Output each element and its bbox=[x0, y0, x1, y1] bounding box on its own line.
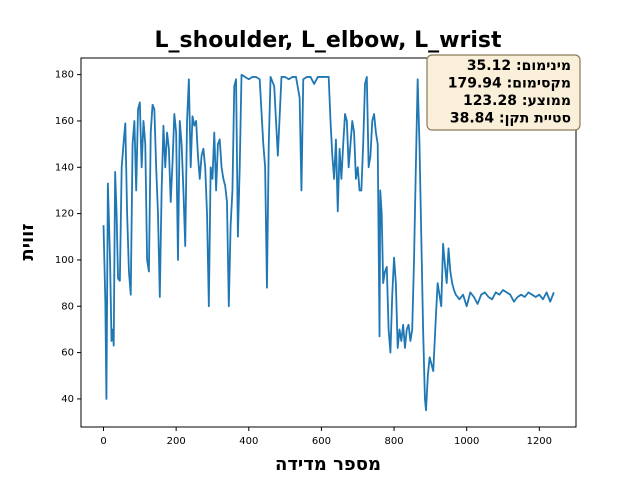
chart-title: L_shoulder, L_elbow, L_wrist bbox=[154, 28, 501, 53]
x-tick-label: 800 bbox=[385, 436, 404, 447]
x-axis-label: מספר מדידה bbox=[275, 454, 381, 475]
x-tick-label: 600 bbox=[312, 436, 331, 447]
x-tick-label: 200 bbox=[167, 436, 186, 447]
y-tick-label: 140 bbox=[55, 162, 74, 173]
y-tick-label: 100 bbox=[55, 255, 74, 266]
x-tick-label: 1000 bbox=[454, 436, 479, 447]
stats-text: סטיית תקן: 38.84 bbox=[450, 111, 571, 127]
y-tick-label: 180 bbox=[55, 70, 74, 81]
x-tick-label: 1200 bbox=[527, 436, 552, 447]
y-tick-label: 60 bbox=[61, 348, 74, 359]
data-line bbox=[102, 73, 555, 412]
y-tick-label: 80 bbox=[61, 301, 74, 312]
y-tick-label: 40 bbox=[61, 394, 74, 405]
y-tick-label: 120 bbox=[55, 209, 74, 220]
x-tick-label: 0 bbox=[100, 436, 106, 447]
stats-box bbox=[426, 54, 581, 131]
y-axis-label: זווית bbox=[17, 223, 38, 260]
stats-text: ממוצע: 123.28 bbox=[463, 93, 571, 109]
x-tick-label: 400 bbox=[239, 436, 258, 447]
stats-text: מינימום: 35.12 bbox=[467, 58, 571, 74]
plot-frame bbox=[80, 57, 577, 428]
y-tick-label: 160 bbox=[55, 116, 74, 127]
stats-text: מקסימום: 179.94 bbox=[448, 76, 571, 92]
